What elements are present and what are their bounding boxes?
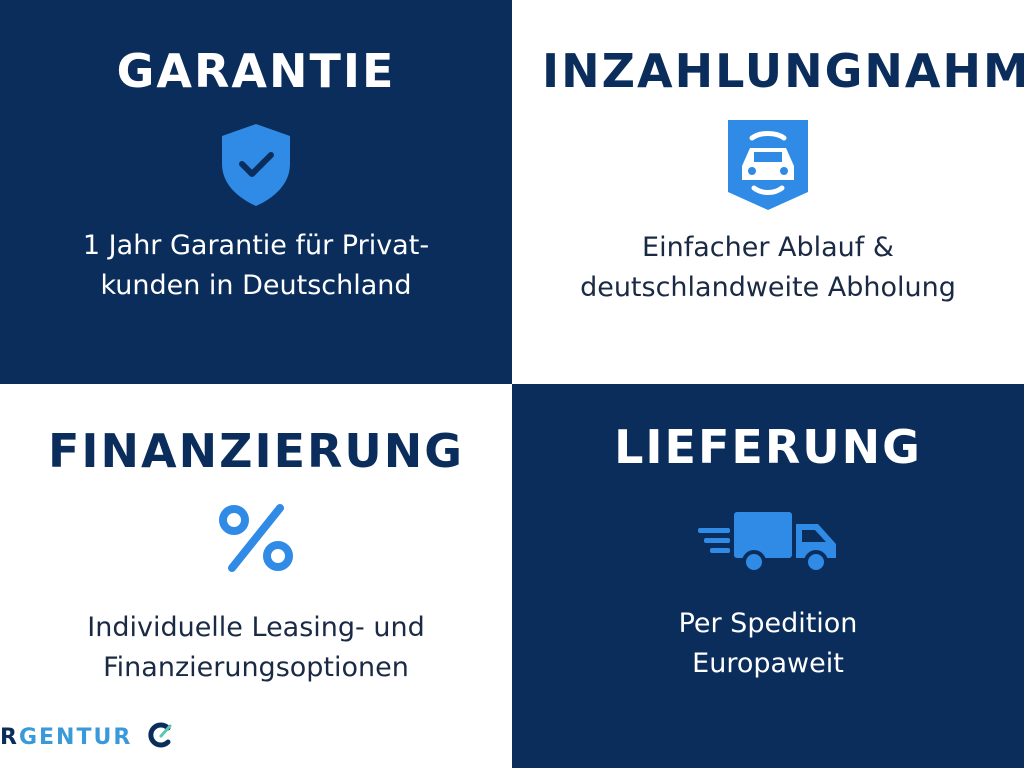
tile-description: 1 Jahr Garantie für Privat- kunden in De… [0,226,512,306]
tile-description: Per Spedition Europaweit [512,604,1024,684]
logo-text-first: R [0,725,19,750]
tile-title: LIEFERUNG [614,420,922,474]
percent-icon [219,504,293,572]
tile-garantie: GARANTIE 1 Jahr Garantie für Privat- kun… [0,0,512,384]
brand-logo: RGENTUR [0,722,174,750]
tile-lieferung: LIEFERUNG Per Spedition Europaweit [512,384,1024,768]
tile-inzahlungnahme: INZAHLUNGNAHME Einfacher Ablauf & deutsc… [512,0,1024,384]
tile-finanzierung: FINANZIERUNG Individuelle Leasing- und F… [0,384,512,768]
desc-line: Europaweit [692,648,844,679]
tile-title: FINANZIERUNG [47,424,465,478]
tile-title: GARANTIE [116,44,396,98]
tile-title: INZAHLUNGNAHME [542,44,1024,98]
desc-line: Individuelle Leasing- und [87,612,425,643]
logo-mark-icon [148,722,172,748]
desc-line: Finanzierungsoptionen [103,652,409,683]
desc-line: 1 Jahr Garantie für Privat- [82,230,430,261]
desc-line: kunden in Deutschland [100,270,412,301]
desc-line: Einfacher Ablauf & [642,232,894,263]
delivery-truck-icon [698,512,836,574]
shield-check-icon [222,124,290,206]
tile-description: Einfacher Ablauf & deutschlandweite Abho… [512,228,1024,308]
car-badge-icon [728,120,808,210]
desc-line: Per Spedition [678,608,858,639]
logo-text-rest: GENTUR [18,725,133,750]
tile-description: Individuelle Leasing- und Finanzierungso… [0,608,512,688]
desc-line: deutschlandweite Abholung [580,272,956,303]
